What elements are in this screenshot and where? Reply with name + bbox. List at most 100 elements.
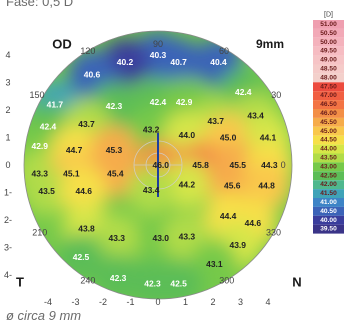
scale-swatch (313, 91, 344, 101)
data-label: 45.5 (229, 160, 246, 170)
scale-swatch (313, 224, 344, 234)
y-tick-label: 4- (4, 270, 12, 280)
x-tick-label: -4 (44, 297, 52, 307)
x-tick-label: -3 (71, 297, 79, 307)
color-blob (190, 240, 239, 288)
temporal-label: T (16, 275, 24, 290)
data-label: 43.2 (143, 124, 160, 134)
subtitle: Fase: 0,5 D (6, 0, 74, 9)
scale-swatch (313, 180, 344, 190)
color-blob (154, 37, 203, 86)
scale-unit: [D] (324, 12, 333, 19)
scale-value-label: 42.50 (320, 172, 337, 179)
scale-swatch (313, 46, 344, 56)
data-label: 41.7 (47, 100, 64, 110)
data-label: 43.7 (207, 116, 224, 126)
data-label: 42.9 (176, 97, 193, 107)
scale-swatch (313, 55, 344, 65)
data-label: 45.3 (106, 145, 123, 155)
scale-swatch (313, 215, 344, 225)
y-tick-label: 3- (4, 243, 12, 253)
axis-degree-label: 300 (219, 276, 234, 286)
x-tick-label: 1 (183, 297, 188, 307)
color-blob (24, 167, 71, 216)
data-label: 43.5 (38, 186, 55, 196)
data-label: 43.9 (229, 240, 246, 250)
data-label: 43.4 (247, 111, 264, 121)
data-label: 42.3 (144, 278, 161, 288)
data-label: 45.8 (192, 160, 209, 170)
scale-value-label: 42.00 (320, 181, 337, 188)
data-label: 44.6 (75, 186, 92, 196)
data-label: 42.4 (150, 97, 167, 107)
scale-swatch (313, 198, 344, 207)
scale-value-label: 51.00 (320, 21, 337, 28)
scale-swatch (313, 162, 344, 172)
scale-value-label: 50.00 (320, 39, 337, 46)
scale-value-label: 40.50 (320, 208, 337, 215)
color-blob (127, 165, 176, 214)
nasal-label: N (292, 275, 301, 290)
data-label: 40.2 (117, 57, 134, 67)
data-label: 45.4 (107, 168, 124, 178)
data-label: 44.4 (220, 211, 237, 221)
scale-value-label: 46.50 (320, 101, 337, 108)
scale-value-label: 43.50 (320, 154, 337, 161)
scale-swatch (313, 189, 344, 198)
data-label: 40.4 (210, 57, 227, 67)
color-blob (242, 161, 291, 210)
map-outline (23, 30, 293, 300)
x-tick-label: -1 (126, 297, 134, 307)
scale-swatch (313, 100, 344, 109)
label-layer: 40.3 40.2 40.7 40.6 40.4 41.7 42.3 42.4 42.9 42.4… (4, 12, 344, 307)
scale-value-label: 47.50 (320, 83, 337, 90)
scale-value-label: 45.50 (320, 119, 337, 126)
scale-swatch (313, 37, 344, 47)
eye-label: OD (52, 37, 72, 52)
color-blob (59, 167, 108, 216)
scale-swatch (313, 82, 344, 92)
axis-degree-label: 240 (80, 276, 95, 286)
axis-degree-label: 210 (32, 227, 47, 237)
data-label: 43.3 (108, 233, 125, 243)
data-label: 44.1 (260, 133, 277, 143)
axis-degree-label: 120 (80, 46, 95, 56)
data-label: 44.7 (66, 145, 83, 155)
scale-value-label: 45.00 (320, 128, 337, 135)
data-label: 43.8 (78, 223, 95, 233)
figure-caption: ø circa 9 mm (6, 308, 82, 323)
data-label: 42.5 (73, 252, 90, 262)
color-field (24, 31, 292, 299)
axis-degree-label: 90 (153, 39, 163, 49)
scale-value-label: 48.50 (320, 65, 337, 72)
data-label: 40.6 (84, 69, 101, 79)
data-label: 42.9 (31, 141, 48, 151)
scale-swatch (313, 117, 344, 127)
scale-swatch (313, 153, 344, 163)
scale-value-label: 41.00 (320, 199, 337, 206)
color-blob (92, 213, 141, 262)
scale-value-label: 46.00 (320, 110, 337, 117)
data-label: 44.0 (179, 130, 196, 140)
data-label: 40.7 (170, 57, 187, 67)
scale-value-label: 49.50 (320, 48, 337, 55)
scale-swatch (313, 144, 344, 154)
data-label: 43.0 (152, 233, 169, 243)
map-layer (23, 30, 293, 300)
scale-swatch (313, 135, 344, 145)
axis-degree-label: 0 (281, 160, 286, 170)
x-tick-label: 0 (155, 297, 160, 307)
y-tick-label: 2 (5, 105, 10, 115)
scale-value-label: 49.00 (320, 57, 337, 64)
scale-value-label: 41.50 (320, 190, 337, 197)
scale-value-label: 50.50 (320, 30, 337, 37)
data-label: 45.0 (220, 133, 237, 143)
data-label: 45.1 (63, 168, 80, 178)
y-tick-label: 1- (4, 188, 12, 198)
data-label: 44.8 (258, 181, 275, 191)
data-label: 42.3 (106, 101, 123, 111)
scale-swatch (313, 28, 344, 38)
scale-swatch (313, 171, 344, 181)
axis-degree-label: 30 (271, 90, 281, 100)
